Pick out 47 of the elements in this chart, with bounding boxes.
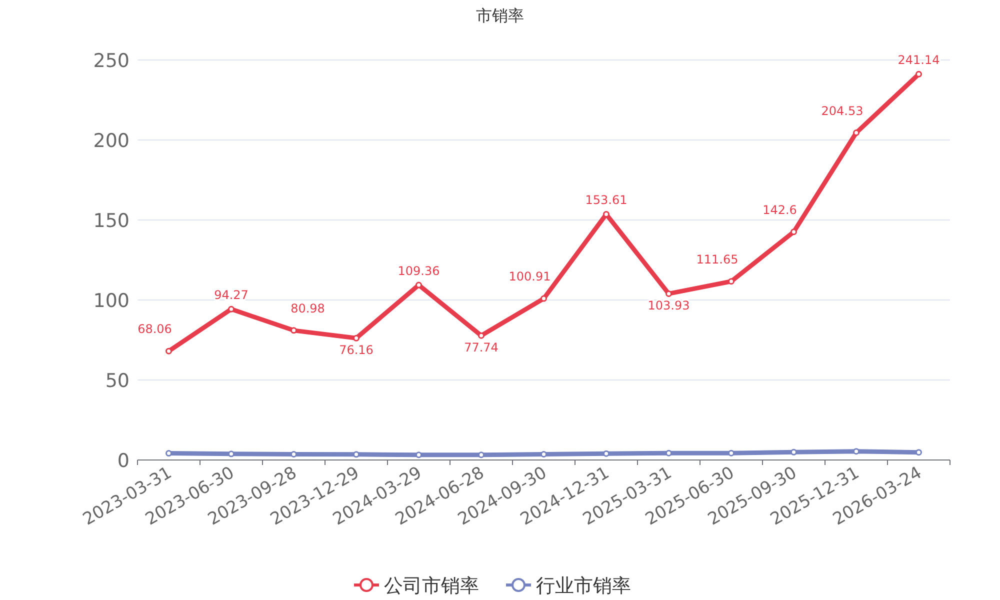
point bbox=[666, 290, 672, 297]
point bbox=[290, 327, 297, 334]
data-label: 80.98 bbox=[290, 301, 325, 316]
y-tick-label: 100 bbox=[93, 290, 130, 312]
legend-label: 公司市销率 bbox=[384, 575, 479, 597]
point bbox=[728, 450, 734, 456]
y-tick-label: 250 bbox=[93, 50, 130, 72]
data-label: 204.53 bbox=[821, 104, 864, 118]
data-label: 142.6 bbox=[762, 202, 797, 217]
y-tick-label: 50 bbox=[105, 370, 130, 392]
point bbox=[790, 448, 797, 456]
point bbox=[228, 450, 234, 458]
point bbox=[166, 450, 172, 457]
point bbox=[540, 295, 547, 302]
point bbox=[416, 452, 422, 458]
data-label: 103.93 bbox=[648, 298, 690, 313]
data-label: 109.36 bbox=[398, 264, 440, 278]
data-label: 153.61 bbox=[585, 193, 628, 208]
point bbox=[478, 452, 484, 458]
point bbox=[728, 278, 734, 285]
data-label: 241.14 bbox=[898, 53, 940, 68]
y-tick-label: 150 bbox=[93, 210, 130, 232]
point bbox=[353, 451, 360, 458]
point bbox=[603, 450, 610, 457]
y-tick-label: 0 bbox=[117, 450, 130, 472]
data-label: 77.74 bbox=[464, 340, 498, 355]
y-tick-label: 200 bbox=[93, 130, 130, 152]
data-label: 111.65 bbox=[696, 252, 738, 266]
point bbox=[353, 334, 360, 342]
point bbox=[853, 130, 860, 136]
point bbox=[916, 449, 922, 456]
data-label: 68.06 bbox=[138, 322, 172, 336]
point bbox=[790, 228, 797, 236]
point bbox=[228, 306, 234, 312]
point bbox=[290, 450, 297, 458]
point bbox=[666, 450, 672, 456]
point bbox=[416, 282, 422, 288]
point bbox=[166, 348, 172, 354]
point bbox=[853, 448, 860, 455]
point bbox=[540, 450, 547, 458]
legend-label: 行业市销率 bbox=[536, 575, 631, 597]
data-label: 100.91 bbox=[508, 270, 551, 284]
point bbox=[478, 332, 484, 339]
chart-title: 市销率 bbox=[476, 6, 524, 25]
point bbox=[916, 70, 922, 78]
data-label: 76.16 bbox=[339, 343, 374, 358]
data-label: 94.27 bbox=[214, 288, 248, 302]
